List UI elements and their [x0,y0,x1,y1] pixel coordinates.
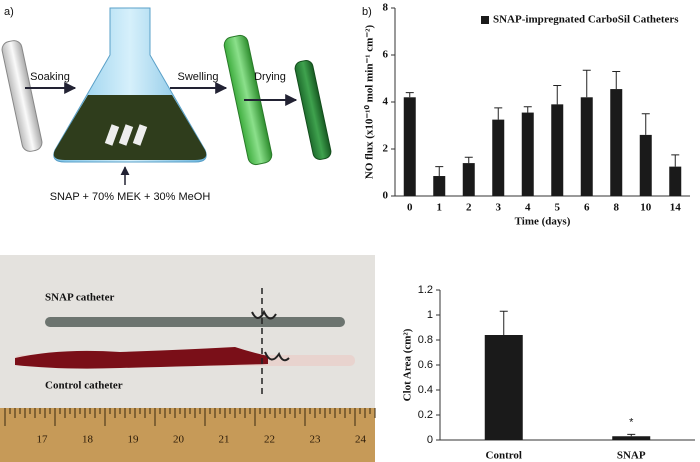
y-tick-label: 0 [427,434,433,446]
tube-blank [1,40,43,152]
diagram [1,7,332,185]
x-axis-label: Time (days) [515,216,571,228]
y-tick-label: 2 [383,143,389,155]
bar [551,104,564,196]
bar [492,119,505,196]
error-bar [494,107,503,120]
x-tick-label: 8 [614,202,620,214]
x-tick-label: Control [486,450,522,462]
ruler-label: 17 [37,434,49,446]
x-tick-label: 6 [584,202,590,214]
x-tick-label: 3 [496,202,502,214]
bar [580,97,593,196]
legend-label: SNAP-impregnated CarboSil Catheters [493,14,679,26]
bar [521,112,534,196]
tube-dried [294,60,332,160]
snap-catheter [45,317,345,327]
photo [0,255,376,462]
ruler-label: 19 [128,434,140,446]
ruler-label: 18 [82,434,94,446]
ruler-label: 22 [264,434,275,446]
error-bar [464,156,473,164]
y-tick-label: 0.2 [418,409,433,421]
bar [433,176,446,196]
x-tick-label: 4 [525,202,531,214]
ruler-label: 20 [173,434,185,446]
bar [403,97,416,196]
step-label: Swelling [178,71,219,83]
y-tick-label: 4 [383,96,389,108]
ruler-label: 21 [219,434,230,446]
tube-piece [118,124,134,146]
error-bar [641,113,650,135]
y-tick-label: 8 [383,2,389,14]
bar [462,163,475,196]
x-tick-label: 1 [437,202,443,214]
error-bar [553,85,562,105]
clot [15,347,268,369]
y-tick-label: 0 [383,190,389,202]
x-tick-label: 14 [670,202,682,214]
panel-label: a) [4,6,14,18]
error-bar [671,154,680,167]
error-bar [612,70,621,90]
bar [484,335,523,440]
y-tick-label: 1.2 [418,284,433,296]
y-tick-label: 6 [383,49,389,61]
photo-label: Control catheter [45,380,123,392]
solution-label: SNAP + 70% MEK + 30% MeOH [50,191,211,203]
step-label: Soaking [30,71,70,83]
tube-piece [104,124,120,146]
suture [264,351,290,362]
legend-swatch [481,16,489,24]
bar [610,89,623,196]
suture [251,309,277,320]
error-bar [582,69,591,98]
error-bar [499,310,508,335]
y-axis-label: Clot Area (cm²) [402,328,414,401]
error-bar [523,106,532,113]
y-tick-label: 0.4 [418,384,433,396]
photo-label: SNAP catheter [45,292,114,304]
ruler [0,408,375,462]
error-bar [627,433,636,437]
ruler-label: 24 [355,434,367,446]
annotation: * [629,416,634,428]
error-bar [405,92,414,98]
x-tick-label: 5 [555,202,561,214]
ruler-label: 23 [310,434,322,446]
x-tick-label: 0 [407,202,413,214]
y-tick-label: 1 [427,309,433,321]
y-tick-label: 0.8 [418,334,433,346]
bar [612,436,651,440]
y-axis-label: NO flux (x10⁻¹⁰ mol min⁻¹ cm⁻²) [364,25,376,180]
bar [669,166,682,196]
bar [639,134,652,196]
x-tick-label: 10 [640,202,652,214]
error-bar [435,166,444,177]
tube-piece [132,124,148,146]
panel-label: b) [362,6,372,18]
x-tick-label: SNAP [617,450,646,462]
y-tick-label: 0.6 [418,359,433,371]
step-label: Drying [254,71,286,83]
x-tick-label: 2 [466,202,472,214]
